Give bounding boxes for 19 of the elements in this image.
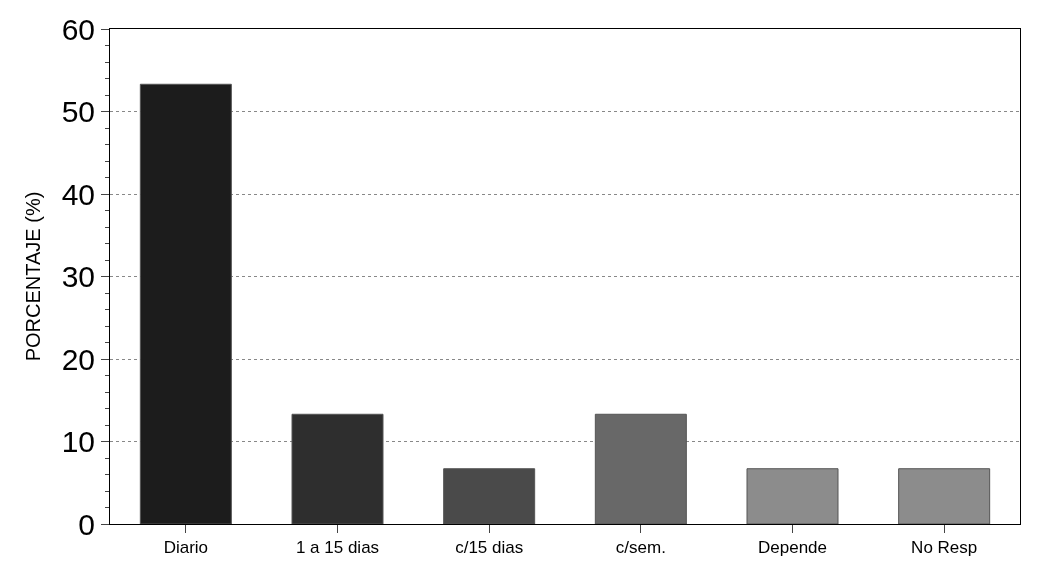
- bar: [594, 413, 687, 524]
- x-tick-label: No Resp: [911, 538, 978, 558]
- x-tick-label: c/sem.: [615, 538, 666, 558]
- bar: [291, 413, 384, 524]
- bar: [746, 468, 839, 524]
- y-tick-label: 30: [61, 260, 95, 293]
- x-tick-label: 1 a 15 dias: [295, 538, 380, 558]
- x-tick-label: Diario: [163, 538, 209, 558]
- bar: [898, 468, 991, 524]
- y-tick-label: 10: [61, 425, 95, 458]
- y-tick-label: 0: [78, 507, 95, 541]
- y-axis-title: PORCENTAJE (%): [22, 191, 45, 362]
- x-tick-label: c/15 dias: [455, 538, 524, 558]
- y-tick-label: 20: [61, 342, 95, 376]
- x-tick-label: Depende: [757, 538, 828, 558]
- y-tick-label: 40: [61, 177, 95, 211]
- y-tick-label: 60: [61, 12, 95, 46]
- bar: [139, 83, 232, 524]
- y-tick-label: 50: [61, 95, 95, 128]
